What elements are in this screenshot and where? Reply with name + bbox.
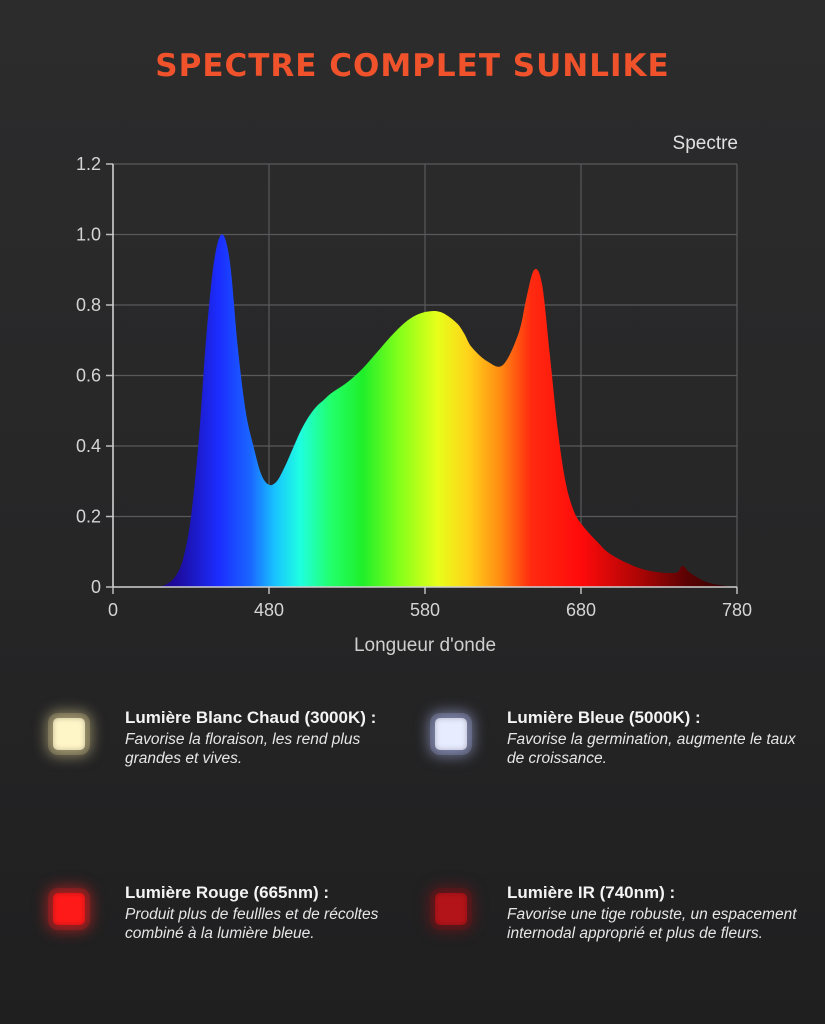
warm-white-led-icon <box>43 708 95 760</box>
x-tick-label: 0 <box>108 600 118 620</box>
card-description: Favorise une tige robuste, un espacement… <box>507 906 797 942</box>
card-description: Produit plus de feullles et de récoltes … <box>125 906 379 942</box>
card-description: Favorise la germination, augmente le tau… <box>507 731 796 767</box>
chart-axes <box>106 163 738 594</box>
y-tick-label: 0.2 <box>76 507 101 527</box>
chart-ticks: 0 0.2 0.4 0.6 0.8 1.0 1.2 0 480 580 680 780 <box>76 154 752 620</box>
card-heading: Lumière IR (740nm) : <box>507 883 676 902</box>
x-tick-label: 780 <box>722 600 752 620</box>
x-tick-label: 580 <box>410 600 440 620</box>
y-tick-label: 0.4 <box>76 436 101 456</box>
y-tick-label: 1.0 <box>76 225 101 245</box>
red-led-icon <box>43 883 95 935</box>
card-heading: Lumière Blanc Chaud (3000K) : <box>125 708 377 727</box>
blue-led-icon <box>425 708 477 760</box>
y-tick-label: 0.8 <box>76 295 101 315</box>
card-description: Favorise la floraison, les rend plus gra… <box>125 731 361 767</box>
legend-label: Spectre <box>673 133 738 154</box>
page-title: SPECTRE COMPLET SUNLIKE <box>155 48 670 84</box>
y-tick-label: 0 <box>91 577 101 597</box>
ir-led-icon <box>425 883 477 935</box>
y-tick-label: 1.2 <box>76 154 101 174</box>
card-heading: Lumière Bleue (5000K) : <box>507 708 701 727</box>
x-tick-label: 480 <box>254 600 284 620</box>
card-heading: Lumière Rouge (665nm) : <box>125 883 330 902</box>
x-axis-label: Longueur d'onde <box>354 635 496 656</box>
spectrum-chart: 0 0.2 0.4 0.6 0.8 1.0 1.2 0 480 580 680 780 Spectre… <box>76 133 752 656</box>
y-tick-label: 0.6 <box>76 366 101 386</box>
spectrum-area <box>113 234 737 587</box>
x-tick-label: 680 <box>566 600 596 620</box>
